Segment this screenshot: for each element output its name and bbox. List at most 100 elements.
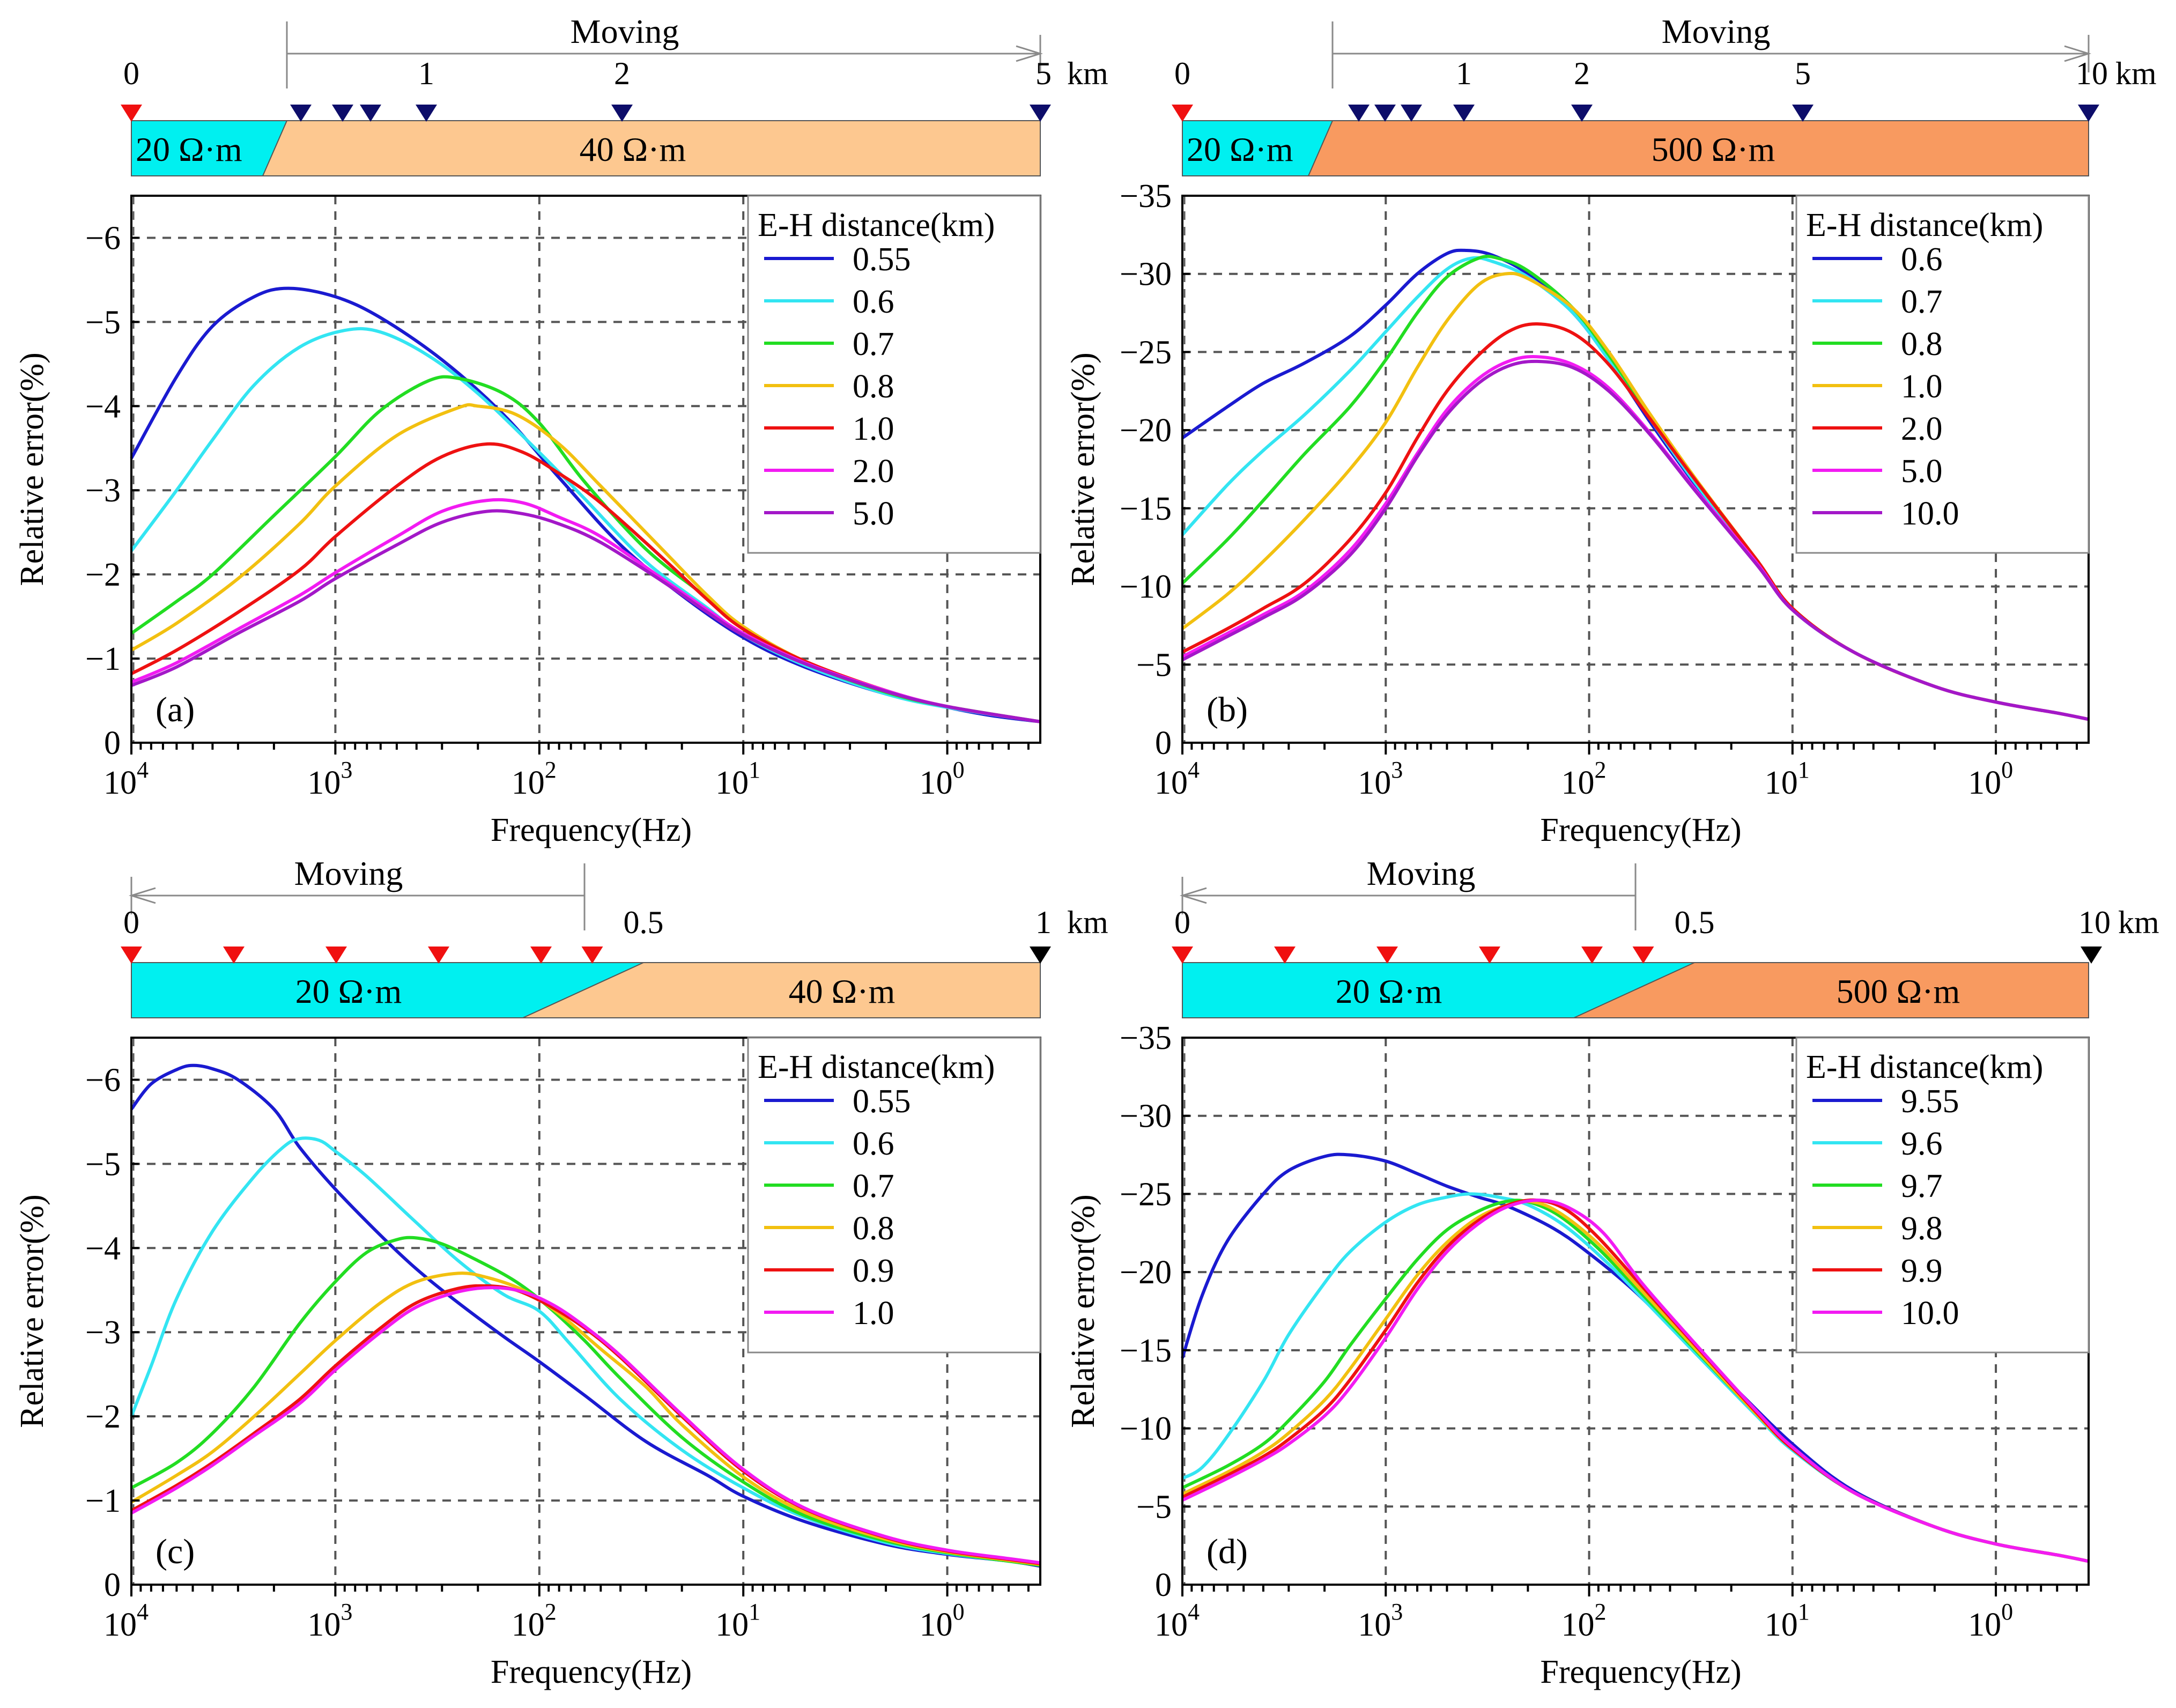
y-tick-label: −20 xyxy=(1120,1254,1172,1291)
panel-b: 0 −5 −10 −15 −20 −25 −30 −35 104 103 102 101 100 Rela… xyxy=(1065,178,2090,848)
x-axis-label: Frequency(Hz) xyxy=(491,812,692,848)
x-tick-label: 102 xyxy=(1561,757,1607,801)
legend-box xyxy=(1795,195,2090,554)
y-tick-label: −30 xyxy=(1120,1098,1172,1135)
legend-label: 5.0 xyxy=(1901,453,1943,490)
scale-unit-label: km xyxy=(1067,56,1108,91)
series-line-10.0 xyxy=(1181,1199,2089,1563)
distance-scale: 0 0.5 10 km xyxy=(1174,905,2159,940)
legend: E-H distance(km)0.55 0.6 0.7 0.8 1.0 2.0 5.0 xyxy=(747,195,1041,554)
legend-label: 9.6 xyxy=(1901,1126,1943,1162)
legend-label: 1.0 xyxy=(853,411,894,447)
x-tick-label: 104 xyxy=(1154,1599,1200,1643)
transmitter-marker xyxy=(1172,105,1193,122)
legend-label: 2.0 xyxy=(1901,411,1943,447)
legend-label: 5.0 xyxy=(853,496,894,532)
x-axis-label: Frequency(Hz) xyxy=(1540,1654,1741,1690)
x-axis: 104 103 102 101 100 xyxy=(1154,743,2078,801)
y-tick-label: 0 xyxy=(1155,725,1172,761)
y-axis-label: Relative error(%) xyxy=(1065,352,1101,586)
y-tick-label: −30 xyxy=(1120,256,1172,293)
layer-left-label: 20 Ω·m xyxy=(1187,130,1293,168)
y-tick-label: −6 xyxy=(85,220,121,256)
grid xyxy=(131,1038,1040,1585)
layer-left xyxy=(131,120,288,176)
model-diagram-a: 20 Ω·m 40 Ω·m Moving 0 1 2 5 km xyxy=(121,12,1108,176)
layer-right-label: 40 Ω·m xyxy=(789,972,895,1010)
panel-label: (a) xyxy=(156,690,195,729)
moving-label: Moving xyxy=(1662,12,1771,50)
panel-label: (d) xyxy=(1207,1532,1248,1571)
legend-box xyxy=(1795,1037,2090,1354)
receiver-marker xyxy=(2078,105,2099,122)
series-line-0.6 xyxy=(130,327,1041,723)
station-markers xyxy=(121,947,1051,964)
y-tick-label: −25 xyxy=(1120,1176,1172,1212)
x-tick-label: 101 xyxy=(715,757,760,801)
scale-label: 1 xyxy=(418,56,434,91)
x-axis: 104 103 102 101 100 xyxy=(1154,1585,2078,1643)
receiver-marker xyxy=(1374,105,1396,122)
scale-unit-label: km xyxy=(2118,905,2159,940)
receiver-marker xyxy=(1571,105,1593,122)
x-tick-label: 102 xyxy=(512,757,557,801)
x-tick-label: 101 xyxy=(715,1599,760,1643)
legend: E-H distance(km)9.55 9.6 9.7 9.8 9.9 10.0 xyxy=(1795,1037,2090,1354)
series-line-0.7 xyxy=(130,1236,1041,1567)
transmitter-marker xyxy=(530,947,552,964)
transmitter-marker xyxy=(121,105,142,122)
layer-left xyxy=(131,962,644,1018)
moving-arrow: Moving xyxy=(128,854,586,930)
y-tick-label: −1 xyxy=(85,1483,121,1519)
legend-title: E-H distance(km) xyxy=(758,1049,995,1085)
legend-label: 2.0 xyxy=(853,453,894,490)
series-group xyxy=(130,1063,1041,1568)
scale-label: 0.5 xyxy=(1675,905,1715,940)
y-tick-label: −20 xyxy=(1120,412,1172,449)
layer-right-label: 500 Ω·m xyxy=(1837,972,1960,1010)
legend-label: 0.6 xyxy=(853,284,894,320)
transmitter-marker xyxy=(223,947,245,964)
scale-label: 1 xyxy=(1456,56,1472,91)
receiver-marker xyxy=(1030,947,1051,964)
station-markers xyxy=(121,105,1051,122)
layer-left xyxy=(1182,120,1334,176)
y-tick-label: −35 xyxy=(1120,1020,1172,1056)
y-axis: 0 −1 −2 −3 −4 −5 −6 xyxy=(85,220,139,761)
scale-label: 0 xyxy=(1174,56,1190,91)
transmitter-marker xyxy=(1581,947,1603,964)
y-tick-label: −15 xyxy=(1120,491,1172,527)
y-tick-label: −10 xyxy=(1120,1411,1172,1447)
y-tick-label: −4 xyxy=(85,1230,121,1267)
x-axis: 104 103 102 101 100 xyxy=(103,743,1030,801)
moving-label: Moving xyxy=(294,854,403,892)
legend-label: 9.7 xyxy=(1901,1168,1943,1204)
y-tick-label: −2 xyxy=(85,557,121,593)
y-axis: 0 −5 −10 −15 −20 −25 −30 −35 xyxy=(1120,1020,1190,1603)
y-tick-label: −6 xyxy=(85,1062,121,1098)
panel-label: (b) xyxy=(1207,690,1248,729)
legend-label: 0.6 xyxy=(853,1126,894,1162)
layer-right-label: 500 Ω·m xyxy=(1652,130,1775,168)
distance-scale: 0 1 2 5 10 km xyxy=(1174,56,2157,91)
y-tick-label: −15 xyxy=(1120,1333,1172,1369)
x-tick-label: 100 xyxy=(920,1599,965,1643)
x-tick-label: 103 xyxy=(307,1599,352,1643)
station-markers xyxy=(1172,105,2099,122)
layer-right xyxy=(1182,120,2089,176)
series-group xyxy=(1181,1152,2089,1563)
panel-d: 0 −5 −10 −15 −20 −25 −30 −35 104 103 102 101 100 Rela… xyxy=(1065,1020,2090,1690)
legend-box xyxy=(747,195,1041,554)
x-tick-label: 101 xyxy=(1765,1599,1810,1643)
y-axis-label: Relative error(%) xyxy=(1065,1194,1101,1428)
receiver-marker xyxy=(290,105,312,122)
legend-label: 9.8 xyxy=(1901,1210,1943,1247)
legend-box xyxy=(747,1037,1041,1354)
y-tick-label: −35 xyxy=(1120,178,1172,215)
x-axis-label: Frequency(Hz) xyxy=(1540,812,1741,848)
series-line-5.0 xyxy=(130,509,1041,723)
legend-label: 1.0 xyxy=(853,1295,894,1332)
x-tick-label: 100 xyxy=(920,757,965,801)
y-tick-label: 0 xyxy=(1155,1567,1172,1603)
y-tick-label: −3 xyxy=(85,1314,121,1351)
